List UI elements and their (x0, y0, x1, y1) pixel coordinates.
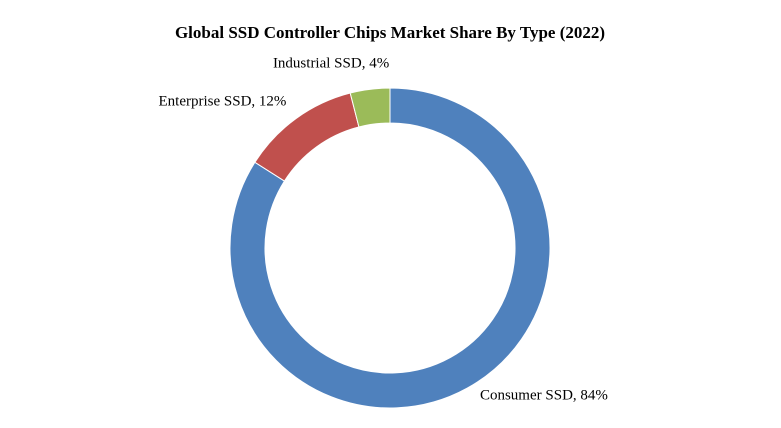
label-enterprise-ssd: Enterprise SSD, 12% (159, 94, 287, 110)
label-industrial-ssd: Industrial SSD, 4% (273, 55, 389, 71)
donut-slices (229, 87, 551, 409)
slice-labels: Consumer SSD, 84% Enterprise SSD, 12% Indu… (159, 55, 608, 403)
chart-title: Global SSD Controller Chips Market Share… (175, 23, 605, 42)
slice-industrial-ssd (349, 87, 391, 128)
label-consumer-ssd: Consumer SSD, 84% (480, 387, 608, 403)
slice-consumer-ssd (229, 87, 551, 409)
